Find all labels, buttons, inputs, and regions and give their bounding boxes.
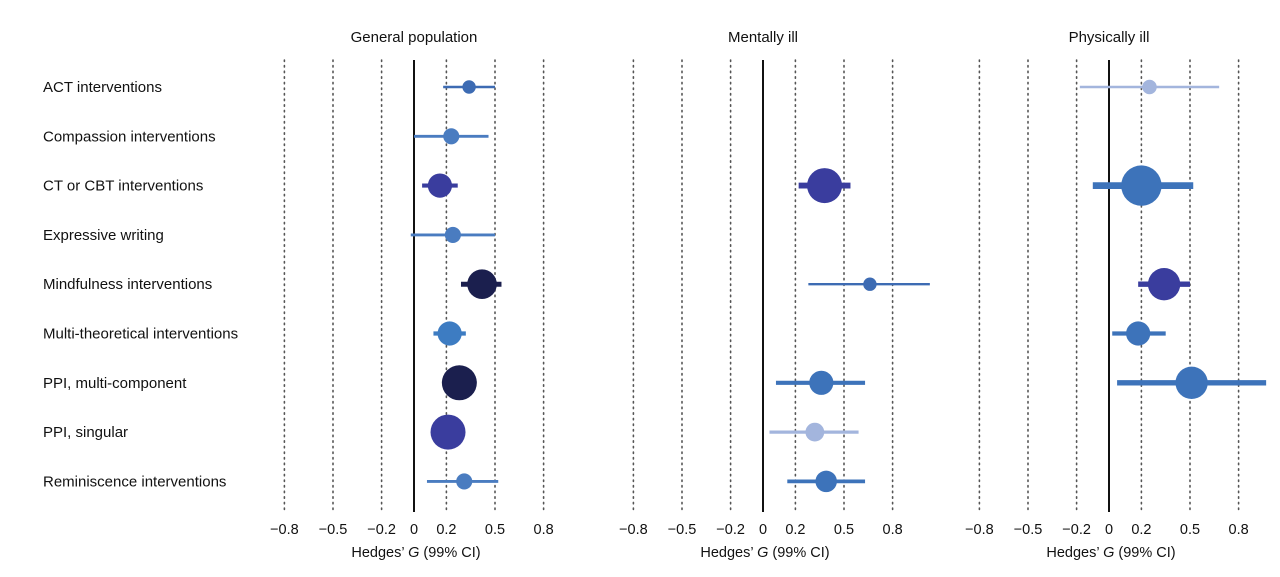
- effect-size-point: [1175, 366, 1208, 399]
- effect-size-point: [437, 321, 462, 346]
- row-label-ct-or-cbt-interventions: CT or CBT interventions: [43, 178, 203, 195]
- x-axis-label-prefix: Hedges’: [351, 545, 408, 561]
- x-axis-label-suffix: (99% CI): [419, 545, 480, 561]
- x-tick-label: −0.8: [965, 522, 994, 538]
- effect-size-point: [863, 277, 877, 291]
- x-axis-label-variable: G: [408, 545, 419, 561]
- effect-ct-or-cbt-interventions: [1092, 165, 1194, 206]
- effect-mindfulness-interventions: [1138, 268, 1190, 301]
- effect-size-point: [1126, 321, 1151, 346]
- x-tick-label: −0.5: [319, 522, 348, 538]
- x-tick-label: 0.2: [785, 522, 805, 538]
- effect-ct-or-cbt-interventions: [422, 173, 458, 198]
- x-axis-label-suffix: (99% CI): [1114, 545, 1175, 561]
- effect-expressive-writing: [410, 226, 495, 243]
- x-tick-label: 0: [1105, 522, 1113, 538]
- row-label-ppi-multi-component: PPI, multi-component: [43, 375, 187, 392]
- x-axis-label: Hedges’ G (99% CI): [1046, 545, 1175, 561]
- effect-ppi-multi-component: [1117, 366, 1267, 399]
- x-tick-label: 0.5: [834, 522, 854, 538]
- effect-size-point: [467, 269, 497, 300]
- effect-size-point: [441, 365, 477, 401]
- panel-mentally-ill: Mentally ill −0.8 −0.5 −0.2 0 0.2 0.5 0.8 Hedges…: [619, 29, 930, 561]
- effect-size-point: [443, 128, 460, 145]
- row-label-ppi-singular: PPI, singular: [43, 424, 128, 441]
- x-tick-label: −0.5: [668, 522, 697, 538]
- effect-act-interventions: [443, 80, 495, 94]
- effect-size-point: [430, 414, 466, 450]
- x-axis-label: Hedges’ G (99% CI): [351, 545, 480, 561]
- row-label-expressive-writing: Expressive writing: [43, 227, 164, 244]
- x-tick-label: 0.5: [1180, 522, 1200, 538]
- x-tick-label: 0.8: [883, 522, 903, 538]
- effect-size-point: [1121, 165, 1162, 206]
- x-axis-label-variable: G: [757, 545, 768, 561]
- effect-size-point: [427, 173, 453, 198]
- effect-ct-or-cbt-interventions: [798, 168, 851, 204]
- effect-size-point: [815, 470, 837, 493]
- effect-mindfulness-interventions: [460, 269, 502, 300]
- x-tick-label: 0: [410, 522, 418, 538]
- effect-size-point: [1142, 79, 1157, 95]
- x-axis-label: Hedges’ G (99% CI): [700, 545, 829, 561]
- x-tick-label: 0.2: [1131, 522, 1151, 538]
- x-axis-label-suffix: (99% CI): [768, 545, 829, 561]
- effect-act-interventions: [1079, 79, 1220, 95]
- effect-ppi-singular: [769, 422, 859, 442]
- x-tick-label: 0: [759, 522, 767, 538]
- x-tick-label: 0.8: [534, 522, 554, 538]
- panel-physically-ill: Physically ill −0.8 −0.5 −0.2 0 0.2 0.5 0.8 Hedg…: [965, 29, 1267, 561]
- row-label-mindfulness-interventions: Mindfulness interventions: [43, 276, 212, 293]
- x-axis-label-prefix: Hedges’: [1046, 545, 1103, 561]
- effect-compassion-interventions: [414, 128, 489, 145]
- x-tick-label: −0.2: [367, 522, 396, 538]
- effect-multi-theoretical-interventions: [433, 321, 466, 346]
- effect-ppi-singular: [430, 414, 466, 450]
- row-label-multi-theoretical-interventions: Multi-theoretical interventions: [43, 326, 238, 343]
- x-tick-label: 0.5: [485, 522, 505, 538]
- x-tick-label: −0.2: [1062, 522, 1091, 538]
- x-tick-label: −0.8: [619, 522, 648, 538]
- x-tick-label: 0.8: [1229, 522, 1249, 538]
- panel-title: General population: [351, 29, 478, 46]
- row-label-compassion-interventions: Compassion interventions: [43, 128, 216, 145]
- effect-mindfulness-interventions: [808, 277, 930, 291]
- effect-size-point: [807, 168, 843, 204]
- panels: General population −0.8 −0.5 −0.2 0 0.2 0.5 0.8…: [270, 29, 1267, 561]
- effect-size-point: [456, 473, 473, 490]
- effect-size-point: [444, 226, 461, 243]
- effect-size-point: [462, 80, 476, 94]
- effect-ppi-multi-component: [775, 370, 866, 395]
- row-label-act-interventions: ACT interventions: [43, 79, 162, 96]
- x-tick-label: −0.2: [716, 522, 745, 538]
- x-axis-label-variable: G: [1103, 545, 1114, 561]
- panel-title: Physically ill: [1069, 29, 1150, 46]
- x-tick-label: 0.2: [436, 522, 456, 538]
- panel-general-population: General population −0.8 −0.5 −0.2 0 0.2 0.5 0.8…: [270, 29, 554, 561]
- row-label-reminiscence-interventions: Reminiscence interventions: [43, 473, 226, 490]
- x-tick-label: −0.5: [1014, 522, 1043, 538]
- effect-ppi-multi-component: [441, 365, 477, 401]
- effect-reminiscence-interventions: [787, 470, 866, 493]
- x-axis-label-prefix: Hedges’: [700, 545, 757, 561]
- effect-size-point: [1147, 268, 1181, 301]
- effect-size-point: [809, 370, 834, 395]
- x-tick-label: −0.8: [270, 522, 299, 538]
- row-labels: ACT interventions Compassion intervention…: [43, 79, 238, 490]
- panel-title: Mentally ill: [728, 29, 798, 46]
- effect-multi-theoretical-interventions: [1112, 321, 1166, 346]
- effect-reminiscence-interventions: [426, 473, 499, 490]
- effect-size-point: [805, 422, 825, 442]
